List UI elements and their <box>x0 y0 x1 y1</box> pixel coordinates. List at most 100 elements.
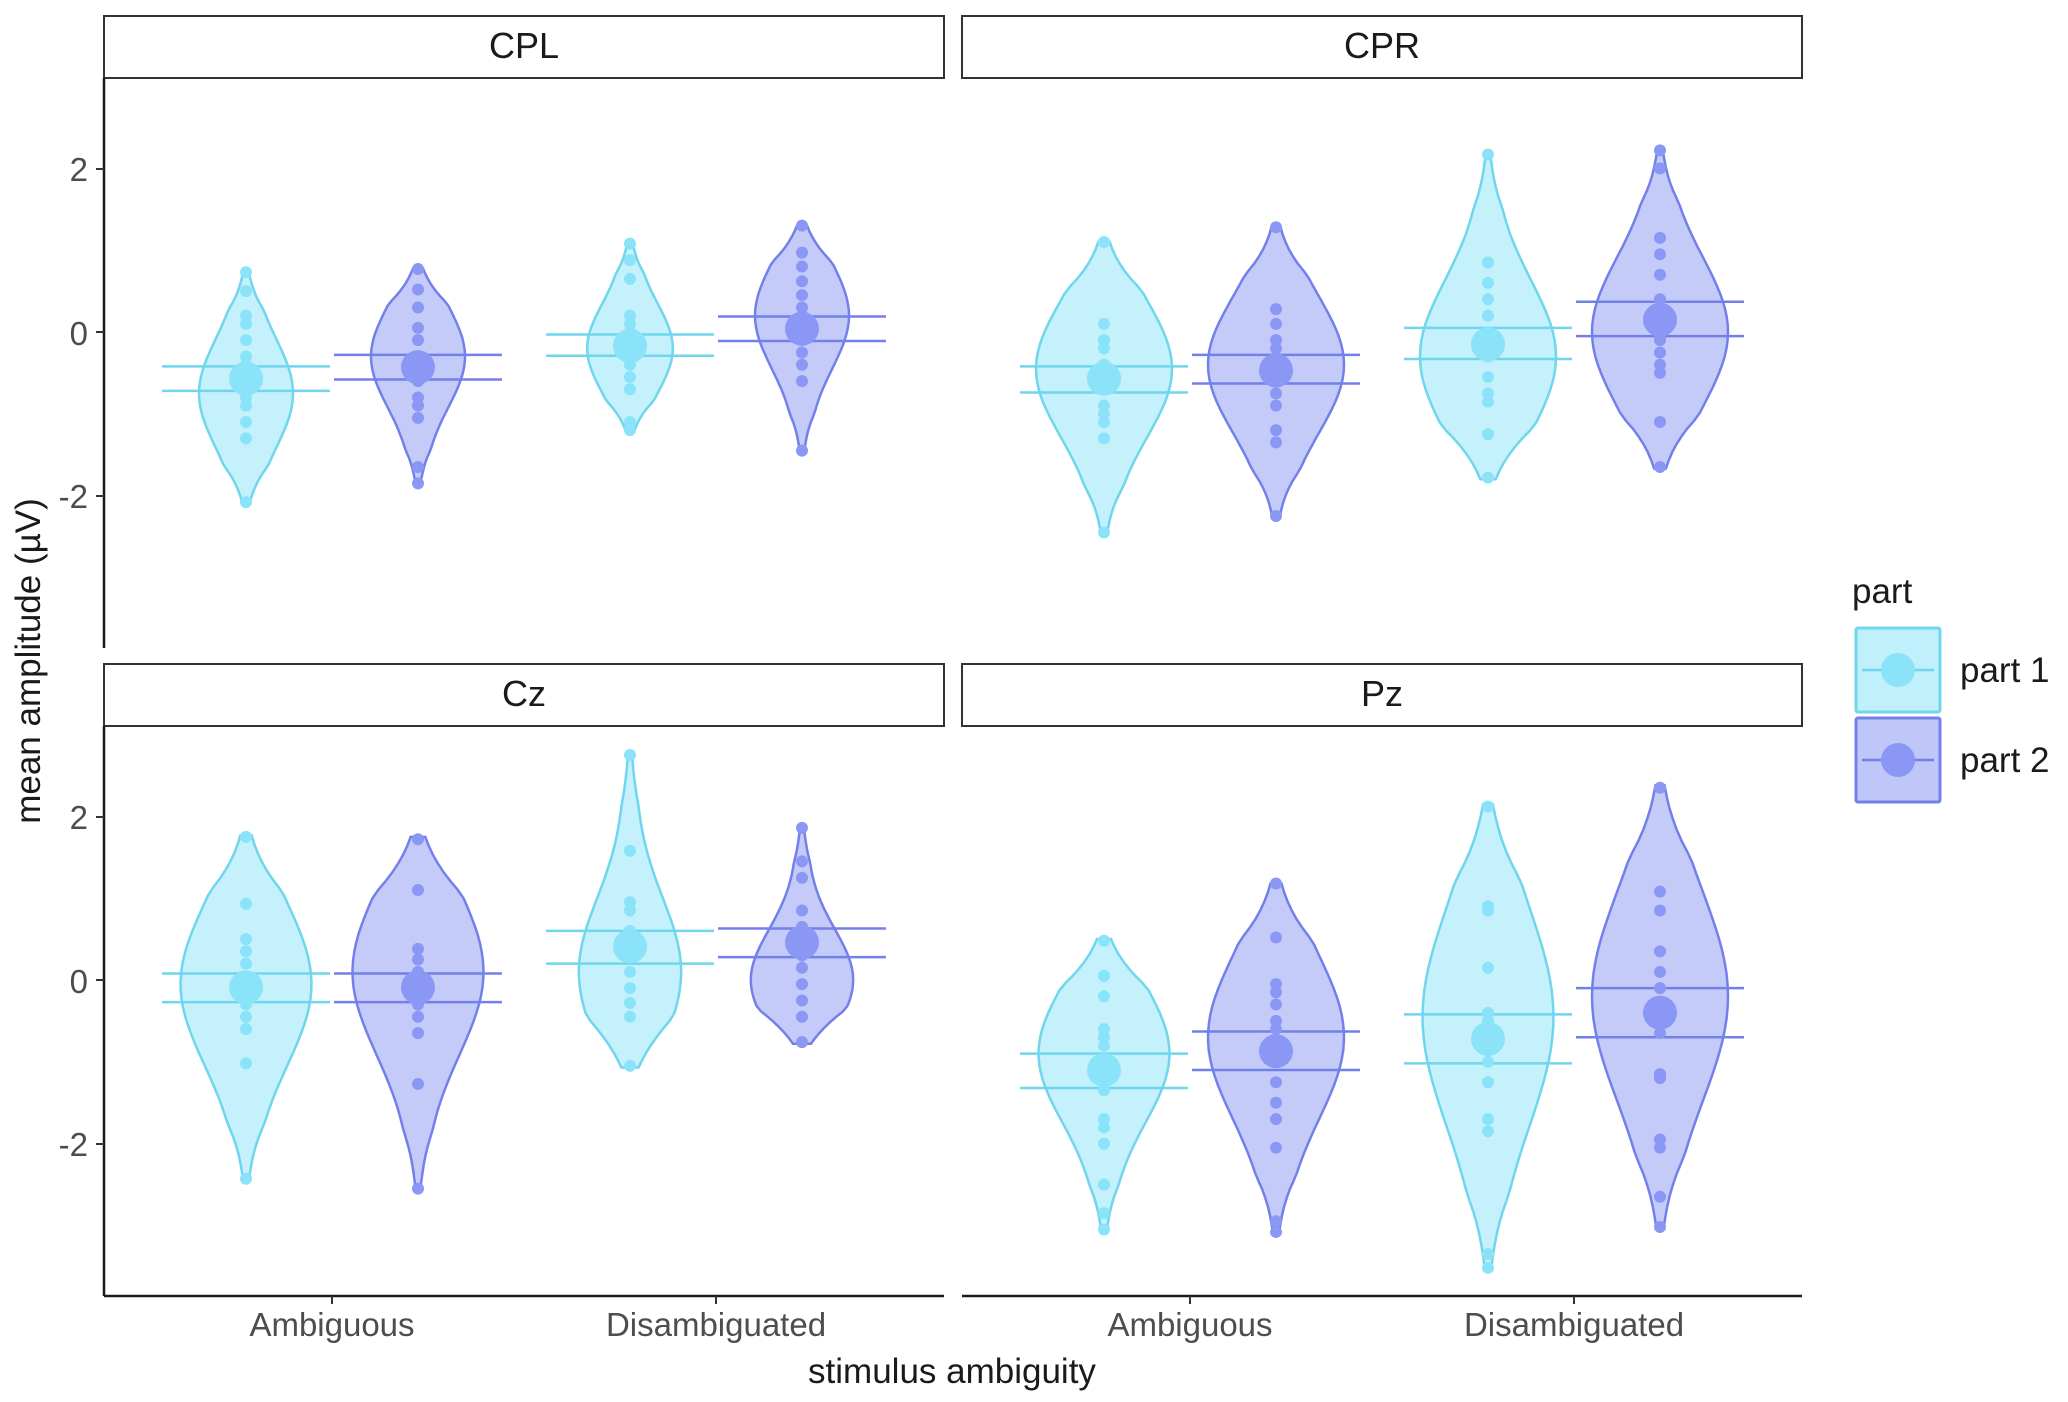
data-point-cpr-ambiguous-part-2 <box>1270 342 1282 355</box>
data-point-cz-ambiguous-part-1 <box>240 1172 252 1185</box>
strip-cpr <box>961 15 1803 79</box>
data-point-cpl-ambiguous-part-2 <box>412 411 424 424</box>
data-point-cz-disambiguated-part-2 <box>796 994 808 1007</box>
data-point-pz-disambiguated-part-1 <box>1482 800 1494 813</box>
panel-cpr <box>1020 144 1744 539</box>
data-point-pz-ambiguous-part-2 <box>1270 931 1282 944</box>
data-point-cz-disambiguated-part-1 <box>624 749 636 762</box>
data-point-cz-disambiguated-part-2 <box>796 821 808 834</box>
data-point-cpr-disambiguated-part-1 <box>1482 428 1494 441</box>
data-point-cpr-ambiguous-part-1 <box>1098 342 1110 355</box>
y-axis-title: mean amplitude (µV) <box>9 498 48 824</box>
data-point-cpr-ambiguous-part-2 <box>1270 510 1282 523</box>
data-point-cpr-disambiguated-part-1 <box>1482 293 1494 306</box>
data-point-pz-ambiguous-part-2 <box>1270 1023 1282 1036</box>
data-point-pz-disambiguated-part-1 <box>1482 1125 1494 1138</box>
data-point-pz-disambiguated-part-2 <box>1654 1141 1666 1154</box>
data-point-cpl-ambiguous-part-1 <box>240 415 252 428</box>
data-point-cz-ambiguous-part-2 <box>412 942 424 955</box>
data-point-cpr-disambiguated-part-1 <box>1482 309 1494 322</box>
data-point-cpr-disambiguated-part-2 <box>1654 293 1666 306</box>
data-point-cpr-ambiguous-part-2 <box>1270 424 1282 437</box>
axes <box>102 78 1802 1298</box>
mean-dot-cz-disambiguated-part-2 <box>785 925 819 960</box>
data-point-cpl-ambiguous-part-2 <box>412 460 424 473</box>
mean-dot-cpr-disambiguated-part-1 <box>1471 327 1505 362</box>
data-point-pz-disambiguated-part-1 <box>1482 1055 1494 1068</box>
data-point-pz-ambiguous-part-1 <box>1098 934 1110 947</box>
data-point-cpl-ambiguous-part-1 <box>240 432 252 445</box>
strip-title-cz: Cz <box>502 673 546 714</box>
data-point-pz-disambiguated-part-1 <box>1482 904 1494 917</box>
data-point-pz-disambiguated-part-1 <box>1482 1261 1494 1274</box>
data-point-cpl-disambiguated-part-2 <box>796 260 808 273</box>
data-point-cpl-ambiguous-part-2 <box>412 334 424 347</box>
ytick-label-top-2: 2 <box>70 151 88 188</box>
data-point-cpl-disambiguated-part-2 <box>796 444 808 457</box>
data-point-cz-disambiguated-part-2 <box>796 871 808 884</box>
x-ticks: Ambiguous Disambiguated Ambiguous Disamb… <box>249 1296 1684 1343</box>
data-point-cz-ambiguous-part-2 <box>412 953 424 966</box>
data-point-pz-disambiguated-part-2 <box>1654 885 1666 898</box>
data-point-cz-disambiguated-part-2 <box>796 1010 808 1023</box>
data-point-pz-disambiguated-part-1 <box>1482 961 1494 974</box>
data-point-cpr-disambiguated-part-2 <box>1654 415 1666 428</box>
data-point-cpl-ambiguous-part-2 <box>412 321 424 334</box>
data-point-pz-ambiguous-part-1 <box>1098 1223 1110 1236</box>
data-point-pz-ambiguous-part-1 <box>1098 990 1110 1003</box>
data-point-cpl-disambiguated-part-2 <box>796 219 808 232</box>
data-point-cpl-ambiguous-part-2 <box>412 283 424 296</box>
data-point-cpr-ambiguous-part-2 <box>1270 387 1282 400</box>
data-point-cpl-disambiguated-part-1 <box>624 254 636 267</box>
data-point-cz-ambiguous-part-1 <box>240 1023 252 1036</box>
ytick-label-top-0: 0 <box>70 315 88 352</box>
strip-pz <box>961 663 1803 727</box>
mean-dot-cz-ambiguous-part-2 <box>401 970 435 1005</box>
xtick-label-right-disambiguated: Disambiguated <box>1464 1306 1684 1343</box>
data-point-cpl-ambiguous-part-1 <box>240 334 252 347</box>
data-point-cz-disambiguated-part-1 <box>624 1059 636 1072</box>
data-point-pz-ambiguous-part-2 <box>1270 1113 1282 1126</box>
data-point-cz-ambiguous-part-2 <box>412 833 424 846</box>
ytick-label-bottom-neg2: -2 <box>59 1126 88 1163</box>
data-point-cpl-ambiguous-part-1 <box>240 285 252 298</box>
data-point-pz-ambiguous-part-1 <box>1098 1137 1110 1150</box>
data-point-pz-disambiguated-part-2 <box>1654 982 1666 995</box>
data-point-pz-disambiguated-part-2 <box>1654 1221 1666 1234</box>
mean-dot-cpr-ambiguous-part-2 <box>1259 353 1293 388</box>
data-point-cz-disambiguated-part-1 <box>624 982 636 995</box>
strip-title-pz: Pz <box>1361 673 1403 714</box>
mean-dot-pz-disambiguated-part-1 <box>1471 1021 1505 1056</box>
data-point-pz-disambiguated-part-1 <box>1482 1076 1494 1089</box>
data-point-cpr-disambiguated-part-1 <box>1482 471 1494 484</box>
data-point-pz-disambiguated-part-2 <box>1654 1027 1666 1040</box>
strip-title-cpl: CPL <box>489 25 559 66</box>
data-point-cpl-disambiguated-part-2 <box>796 346 808 359</box>
data-point-pz-ambiguous-part-1 <box>1098 1121 1110 1134</box>
legend-key-dot-part-2 <box>1881 743 1915 777</box>
data-point-pz-ambiguous-part-2 <box>1270 998 1282 1011</box>
xtick-label-right-ambiguous: Ambiguous <box>1107 1306 1272 1343</box>
legend-label-part-2: part 2 <box>1960 741 2050 780</box>
data-point-cz-ambiguous-part-2 <box>412 1077 424 1090</box>
legend: part part 1 part 2 <box>1852 572 2050 804</box>
data-point-cz-ambiguous-part-2 <box>412 1182 424 1195</box>
mean-dot-cpl-ambiguous-part-2 <box>401 350 435 385</box>
data-point-cpl-disambiguated-part-1 <box>624 383 636 396</box>
data-point-pz-disambiguated-part-2 <box>1654 781 1666 794</box>
data-point-cpl-ambiguous-part-1 <box>240 266 252 279</box>
data-point-cpl-disambiguated-part-1 <box>624 370 636 383</box>
ytick-label-top-neg2: -2 <box>59 478 88 515</box>
data-point-pz-ambiguous-part-2 <box>1270 1215 1282 1228</box>
mean-dot-pz-disambiguated-part-2 <box>1643 995 1677 1030</box>
data-point-pz-ambiguous-part-2 <box>1270 1076 1282 1089</box>
data-point-pz-ambiguous-part-1 <box>1098 1207 1110 1220</box>
data-point-cpl-disambiguated-part-1 <box>624 272 636 285</box>
data-point-cz-disambiguated-part-2 <box>796 904 808 917</box>
data-point-cpl-disambiguated-part-2 <box>796 375 808 388</box>
data-point-cz-ambiguous-part-1 <box>240 1010 252 1023</box>
data-point-cpr-ambiguous-part-1 <box>1098 317 1110 330</box>
mean-dot-cpr-disambiguated-part-2 <box>1643 302 1677 337</box>
data-point-cpl-ambiguous-part-2 <box>412 263 424 276</box>
data-point-pz-disambiguated-part-2 <box>1654 1072 1666 1085</box>
